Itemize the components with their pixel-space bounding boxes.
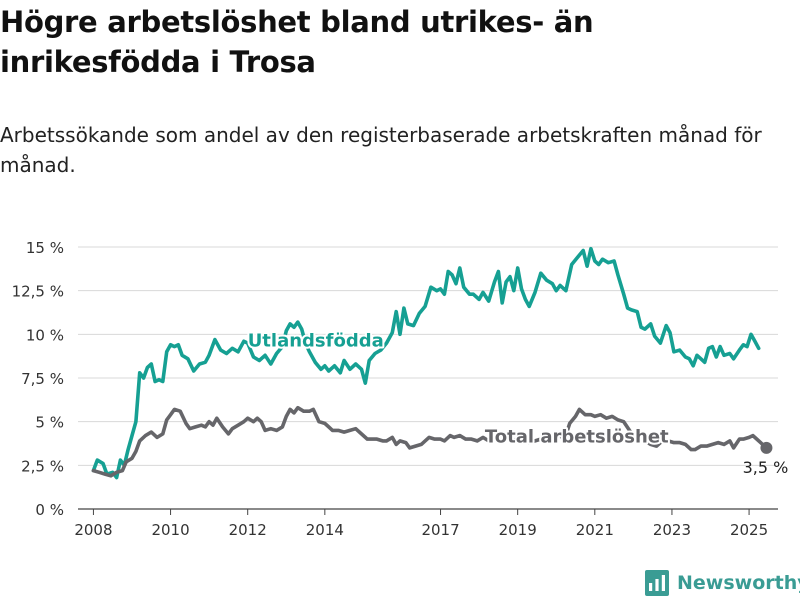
chart-subtitle: Arbetssökande som andel av den registerb…: [0, 123, 762, 177]
x-tick-label: 2012: [229, 521, 267, 539]
y-tick-label: 0 %: [35, 501, 64, 519]
x-axis-ticks: 2008 2010 2012 2014 2017 2019 2021 2023 2025: [74, 509, 768, 539]
series-labels: Utlandsfödda Total arbetslöshet 3,5 %: [246, 329, 789, 477]
x-tick-label: 2021: [576, 521, 614, 539]
end-point-marker: [760, 441, 773, 454]
series-line-utlandsfodda: [91, 246, 761, 480]
x-tick-label: 2019: [499, 521, 537, 539]
y-tick-label: 15 %: [26, 239, 64, 257]
x-tick-label: 2008: [74, 521, 112, 539]
newsworthy-logo-icon: [645, 570, 669, 596]
x-tick-label: 2025: [730, 521, 768, 539]
y-tick-label: 10 %: [26, 326, 64, 344]
gridlines: [78, 246, 778, 510]
x-tick-label: 2023: [653, 521, 691, 539]
y-tick-label: 7,5 %: [21, 370, 64, 388]
end-value-label: 3,5 %: [743, 458, 789, 477]
y-tick-label: 2,5 %: [21, 457, 64, 475]
series-lines: [91, 246, 769, 480]
series-label-total: Total arbetslöshet: [485, 427, 669, 448]
brand-name: Newsworthy: [677, 572, 800, 594]
x-tick-label: 2017: [421, 521, 459, 539]
series-line-total: [91, 405, 769, 478]
y-axis-ticks: 0 % 2,5 % 5 % 7,5 % 10 % 12,5 % 15 %: [12, 239, 64, 519]
newsworthy-brand: Newsworthy: [645, 568, 800, 598]
x-tick-label: 2014: [306, 521, 344, 539]
chart-title: Högre arbetslöshet bland utrikes- än inr…: [0, 5, 594, 79]
y-tick-label: 5 %: [35, 414, 64, 432]
y-tick-label: 12,5 %: [12, 283, 64, 301]
x-tick-label: 2010: [151, 521, 189, 539]
series-label-utlandsfodda: Utlandsfödda: [248, 331, 384, 352]
